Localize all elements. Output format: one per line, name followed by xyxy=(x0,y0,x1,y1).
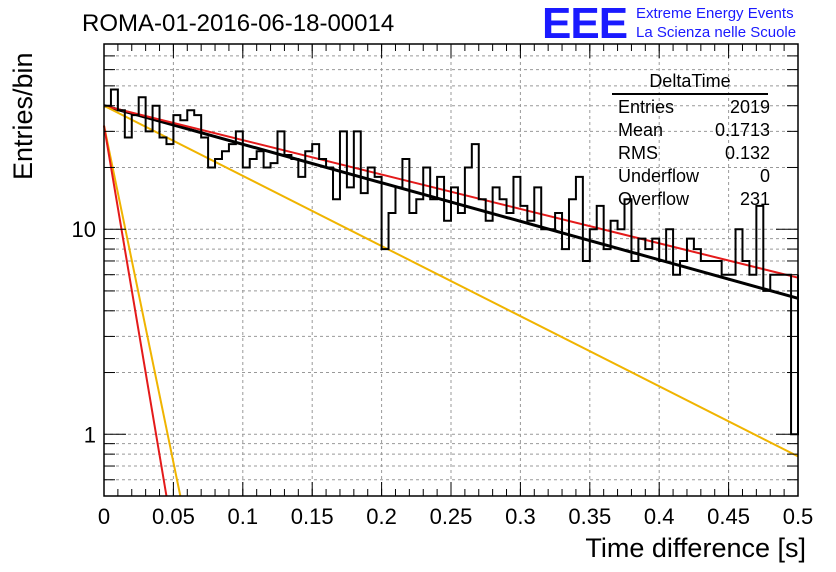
x-tick-label: 0.25 xyxy=(430,504,473,529)
x-tick-label: 0.3 xyxy=(505,504,536,529)
x-tick-label: 0.15 xyxy=(291,504,334,529)
stats-row-mean: Mean 0.1713 xyxy=(612,119,772,142)
x-tick-label: 0.1 xyxy=(228,504,259,529)
stats-value: 2019 xyxy=(729,97,770,117)
stats-value: 0 xyxy=(759,166,770,186)
y-axis-label: Entries/bin xyxy=(8,52,38,180)
logo-subtitle: Extreme Energy Events La Scienza nelle S… xyxy=(636,4,796,42)
histogram-step-line xyxy=(104,88,799,436)
stats-value: 231 xyxy=(739,189,770,209)
y-tick-label: 10 xyxy=(72,217,96,242)
histogram-series xyxy=(104,88,799,436)
fit-line xyxy=(103,125,182,497)
stats-label: RMS xyxy=(618,143,658,163)
grid-lines xyxy=(104,43,798,497)
x-tick-label: 0.05 xyxy=(152,504,195,529)
stats-box: DeltaTime Entries 2019 Mean 0.1713 RMS 0… xyxy=(612,70,772,211)
fit-line xyxy=(103,125,168,497)
stats-value: 0.132 xyxy=(724,143,770,163)
x-axis-label: Time difference [s] xyxy=(585,533,806,563)
axis-ticks xyxy=(103,43,799,497)
x-tick-label: 0 xyxy=(98,504,110,529)
logo-line-1: Extreme Energy Events xyxy=(636,5,794,22)
fit-line xyxy=(103,104,799,458)
chart-title: ROMA-01-2016-06-18-00014 xyxy=(82,10,395,37)
stats-row-underflow: Underflow 0 xyxy=(612,165,772,188)
logo-line-2: La Scienza nelle Scuole xyxy=(636,24,797,41)
stats-row-entries: Entries 2019 xyxy=(612,96,772,119)
stats-value: 0.1713 xyxy=(714,120,770,140)
stats-label: Overflow xyxy=(618,189,690,209)
x-tick-label: 0.35 xyxy=(568,504,611,529)
stats-label: Entries xyxy=(618,97,675,117)
x-tick-label: 0.5 xyxy=(783,504,814,529)
tick-labels: 0 0.05 0.1 0.15 0.2 0.25 0.3 0.35 0.4 0.45 0.5 1 10 xyxy=(72,217,814,529)
x-tick-label: 0.4 xyxy=(644,504,675,529)
stats-label: Underflow xyxy=(618,166,700,186)
y-tick-label: 1 xyxy=(84,422,96,447)
stats-row-overflow: Overflow 231 xyxy=(612,188,772,211)
stats-row-rms: RMS 0.132 xyxy=(612,142,772,165)
x-tick-label: 0.2 xyxy=(366,504,397,529)
eee-logo: EEE xyxy=(542,0,628,48)
x-tick-label: 0.45 xyxy=(707,504,750,529)
stats-label: Mean xyxy=(618,120,664,140)
stats-title: DeltaTime xyxy=(612,70,768,95)
